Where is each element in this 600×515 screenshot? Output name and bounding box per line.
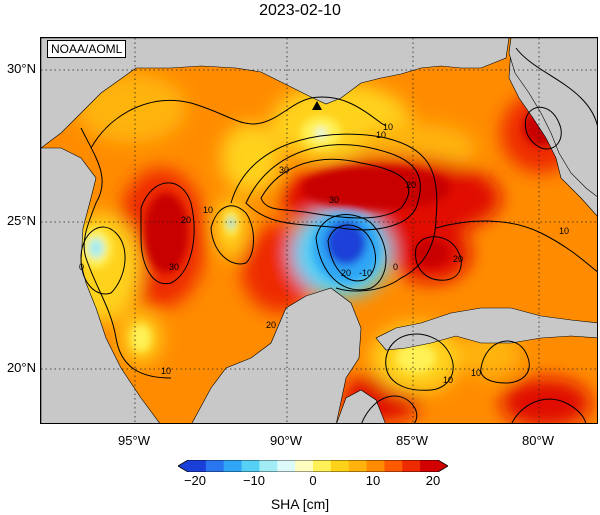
colorbar-tick: −10 — [242, 473, 266, 488]
map-canvas: 10 0 20 30 10 30 20 30 20 0 -10 20 10 10… — [41, 38, 597, 423]
colorbar-cap-high — [438, 460, 448, 472]
lon-label-80w: 80°W — [522, 433, 554, 448]
colorbar-swatch — [205, 460, 225, 472]
contour-label: 30 — [329, 195, 339, 205]
colorbar-swatch — [348, 460, 368, 472]
contour-label: 0 — [79, 262, 84, 272]
lat-label-25n: 25°N — [6, 213, 36, 228]
colorbar-tick: 0 — [309, 473, 317, 488]
mexico-coast — [41, 147, 160, 423]
contour-lines — [80, 47, 597, 423]
contour-30-west — [140, 182, 195, 285]
contour-label: 10 — [443, 375, 453, 385]
colorbar-swatch — [223, 460, 243, 472]
lon-label-95w: 95°W — [118, 433, 150, 448]
colorbar-swatch — [313, 460, 332, 472]
credit-label: NOAA/AOML — [47, 40, 127, 58]
colorbar-swatch — [384, 460, 403, 472]
contour-label: 20 — [341, 268, 351, 278]
contour-label: 20 — [406, 180, 416, 190]
map-title: 2023-02-10 — [259, 2, 341, 19]
colorbar-swatch — [330, 460, 350, 472]
contour-label: 0 — [393, 262, 398, 272]
colorbar-swatch — [420, 460, 439, 472]
contour-20-northeast — [524, 106, 562, 150]
yucatan-peninsula — [191, 287, 362, 423]
colorbar-tick: −20 — [183, 473, 207, 488]
contour-label: 20 — [181, 215, 191, 225]
sea-height-map: 10 0 20 30 10 30 20 30 20 0 -10 20 10 10… — [40, 37, 598, 424]
colorbar-title: SHA [cm] — [270, 496, 330, 512]
colorbar-swatch — [277, 460, 296, 472]
lat-label-30n: 30°N — [6, 61, 36, 76]
contour-10-south — [385, 333, 454, 391]
contour-10-northeast — [515, 47, 597, 127]
contour-10-nw-loop — [80, 127, 172, 379]
contour-label: 20 — [266, 320, 276, 330]
contour-label: 30 — [169, 262, 179, 272]
contour-20-east — [415, 236, 462, 281]
contour-20-southeast — [511, 398, 587, 423]
contour-10-ring — [230, 133, 438, 292]
contour-label: 10 — [161, 366, 171, 376]
caribbean-south — [336, 389, 386, 423]
colorbar-tick: 10 — [365, 473, 381, 488]
contour-label: 30 — [279, 165, 289, 175]
colorbar — [178, 460, 448, 472]
colorbar-swatch — [402, 460, 421, 472]
contour-0-eddy — [315, 214, 387, 291]
contour-20-southwest — [361, 395, 418, 423]
contour-label: 10 — [559, 226, 569, 236]
colorbar-swatch — [241, 460, 260, 472]
contour-neg10-eddy — [327, 224, 376, 282]
contour-label: 10 — [383, 122, 393, 132]
contour-label: 10 — [376, 130, 386, 140]
contour-0-west — [80, 226, 126, 295]
contour-20-main — [245, 144, 421, 231]
contour-label: -10 — [359, 268, 372, 278]
contour-20-central — [210, 205, 254, 265]
colorbar-swatch — [366, 460, 385, 472]
triangle-marker — [312, 101, 322, 110]
contour-10-south-east — [480, 340, 530, 384]
cuba — [375, 307, 597, 351]
colorbar-swatch — [295, 460, 314, 472]
colorbar-swatch — [259, 460, 278, 472]
colorbar-swatch — [188, 460, 207, 472]
lat-label-20n: 20°N — [6, 360, 36, 375]
contour-10-north — [90, 96, 387, 149]
contour-label: 10 — [471, 368, 481, 378]
contour-10-east — [435, 220, 597, 273]
colorbar-cap-low — [178, 460, 188, 472]
lon-label-85w: 85°W — [396, 433, 428, 448]
lon-label-90w: 90°W — [270, 433, 302, 448]
contour-label: 10 — [203, 205, 213, 215]
contour-labels: 10 0 20 30 10 30 20 30 20 0 -10 20 10 10… — [79, 122, 569, 385]
contour-30-main — [260, 158, 410, 219]
colorbar-tick: 20 — [425, 473, 441, 488]
contour-label: 20 — [453, 254, 463, 264]
